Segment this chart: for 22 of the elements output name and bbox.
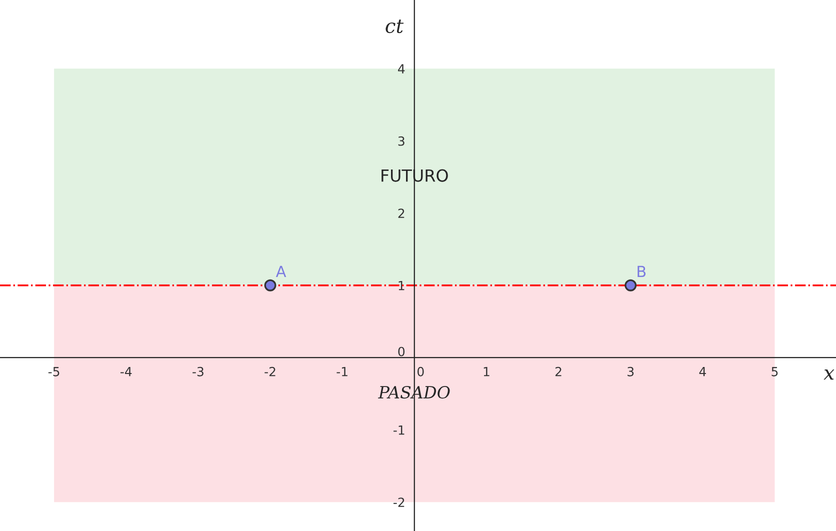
x-tick-label: 4 [699,367,706,376]
x-tick-label: 0 [417,366,424,376]
y-tick-label: 2 [398,208,404,218]
y-axis-title: ct [386,20,404,34]
x-tick-label: 1 [484,367,490,376]
x-tick-label: 5 [772,367,778,376]
y-tick-label: 3 [398,136,404,146]
x-tick-label: -1 [336,367,348,376]
annotation: B [638,266,646,278]
x-tick-label: 3 [628,366,634,376]
y-tick-label: 1 [398,281,404,290]
y-tick-label: -2 [394,498,404,507]
x-tick-label: 2 [555,366,562,376]
y-tick-label: -1 [394,425,404,435]
y-tick-label: 0 [398,346,405,356]
x-tick-label: -4 [120,367,132,376]
x-tick-label: -2 [264,366,276,376]
x-tick-label: -5 [48,367,60,376]
y-tick-label: 4 [398,64,405,74]
x-tick-label: -3 [192,366,204,376]
annotation: A [276,266,286,278]
x-axis-title: x [824,370,834,380]
